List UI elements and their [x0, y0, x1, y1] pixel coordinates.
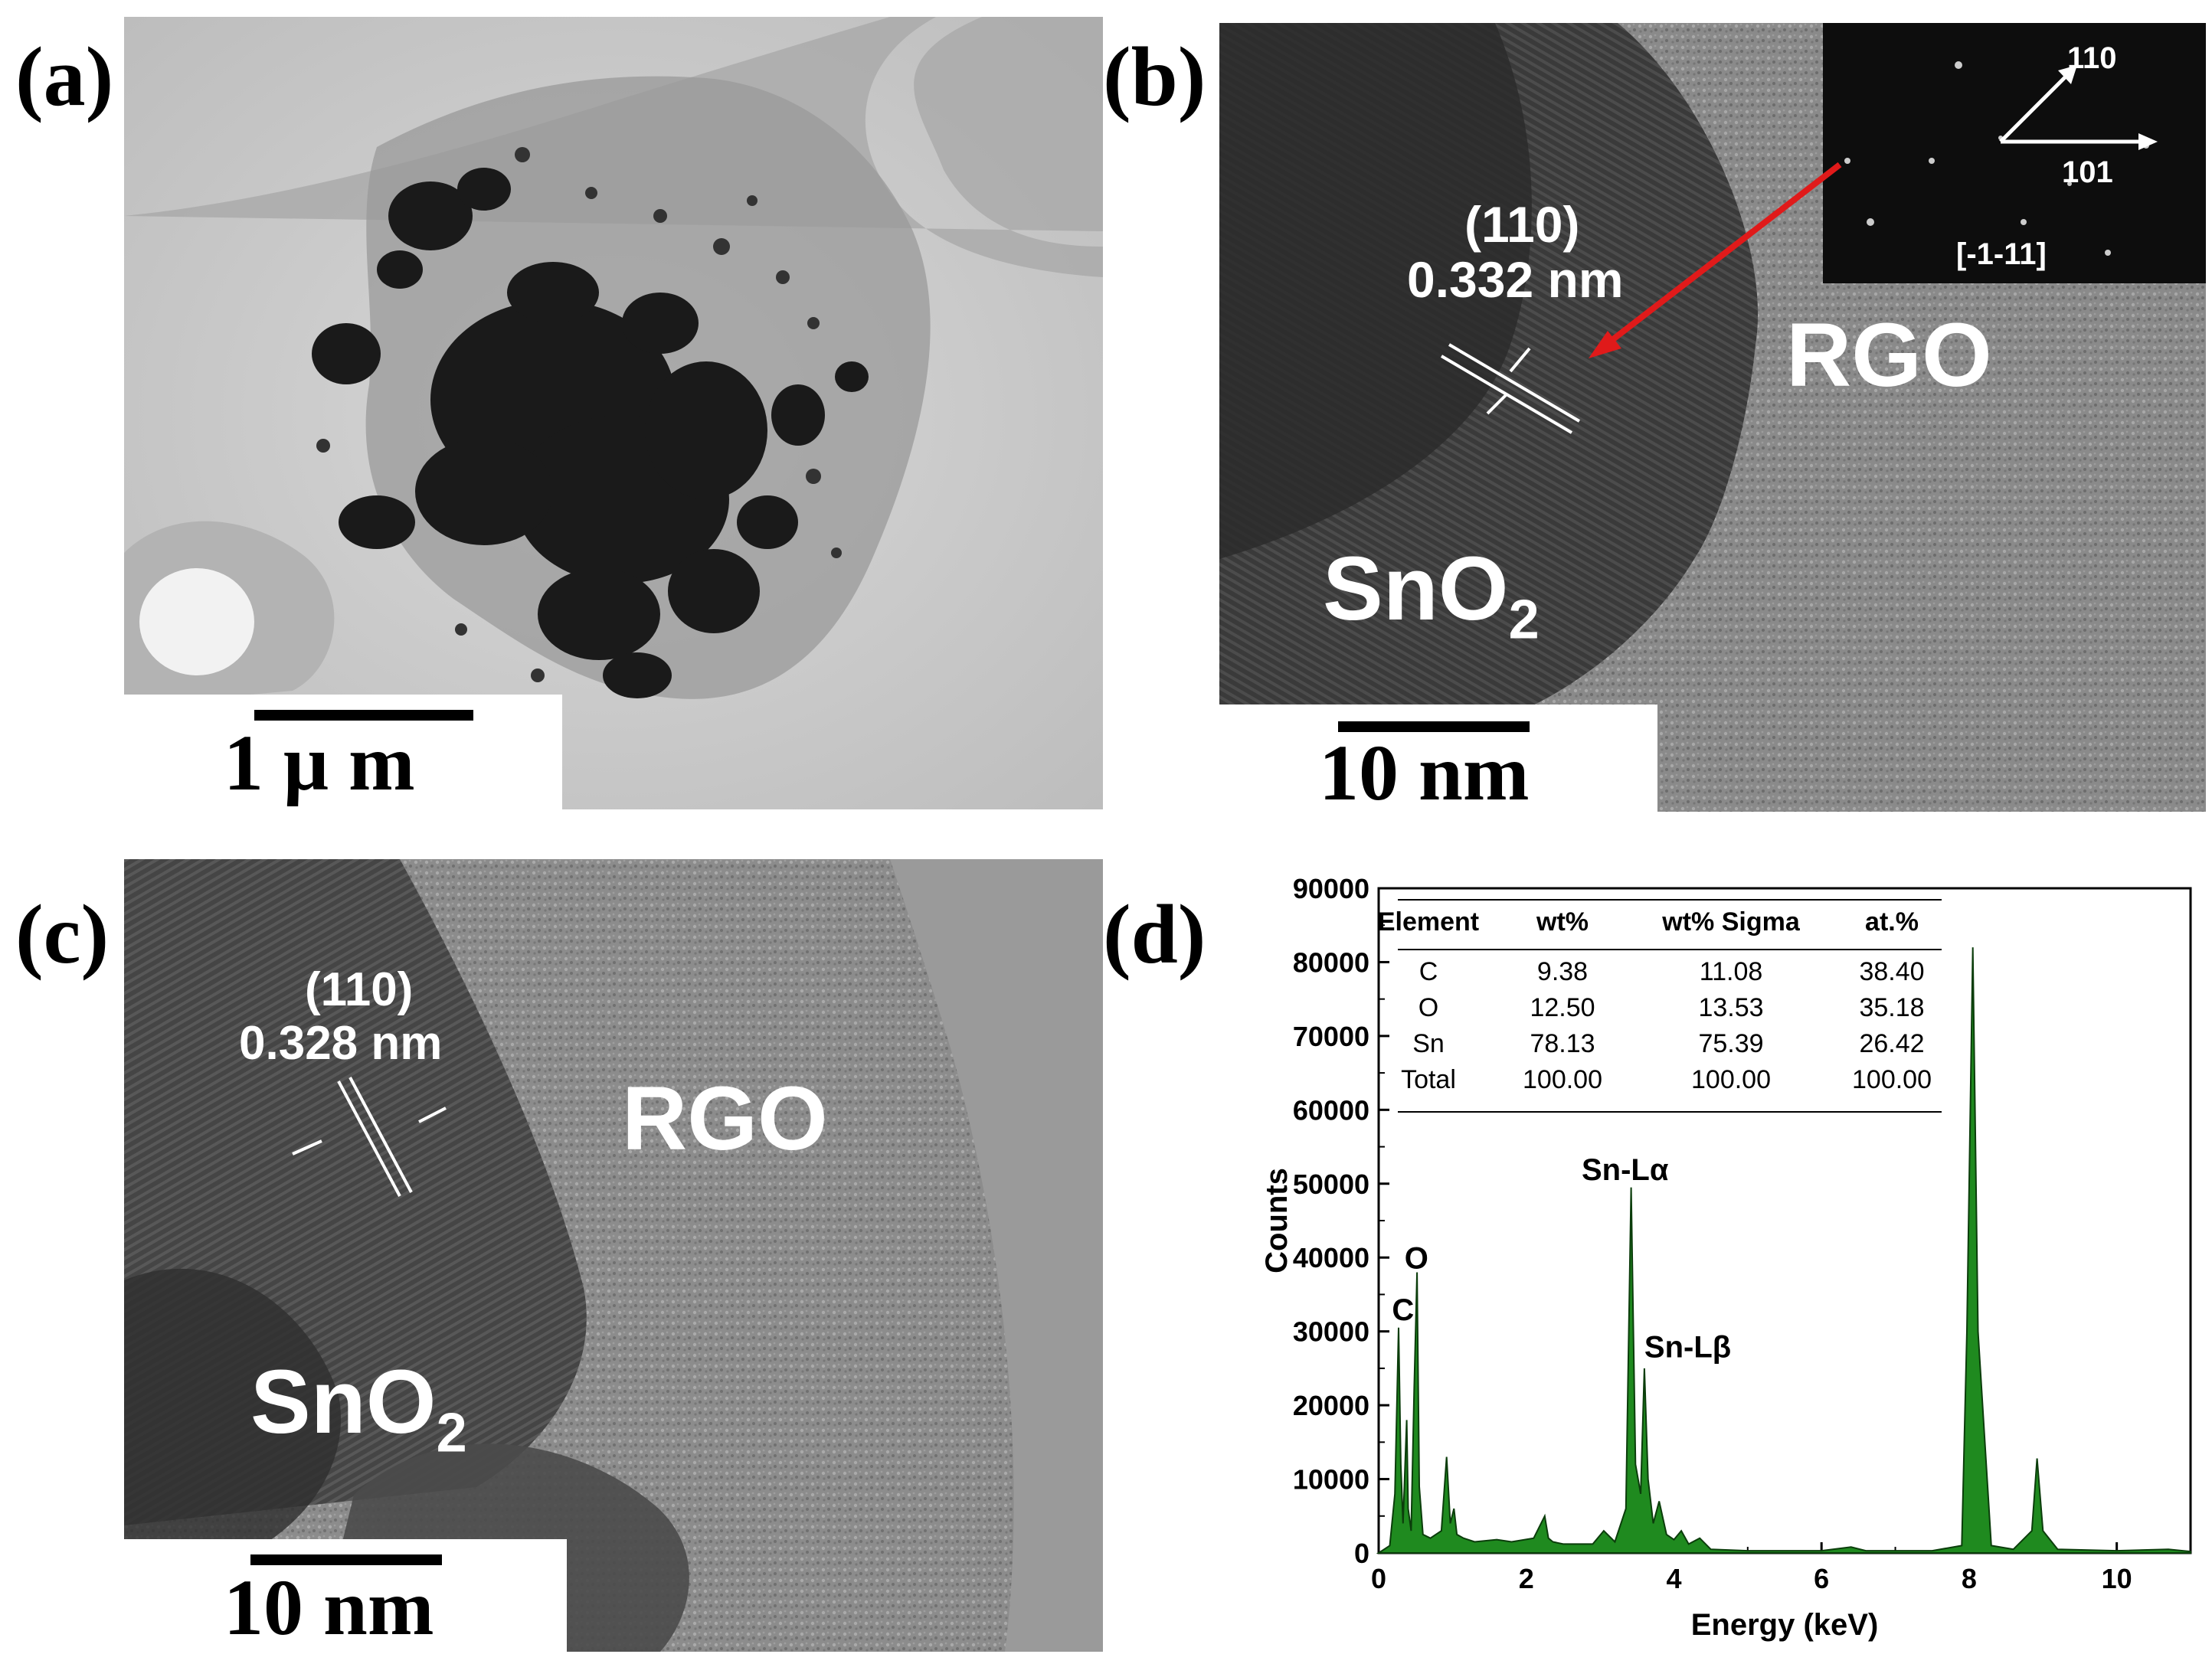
panel-label-d: (d)	[1103, 888, 1206, 981]
table-cell: Sn	[1412, 1029, 1445, 1058]
y-tick-label: 70000	[1293, 1021, 1369, 1052]
fft-label-110: 110	[2067, 41, 2117, 75]
tem-image-a-art	[124, 17, 1103, 809]
lattice-marker-c	[292, 1077, 447, 1197]
peak-label: O	[1405, 1242, 1428, 1276]
scale-bar-box-c: 10 nm	[124, 1539, 567, 1652]
plane-label-b: (110)	[1464, 196, 1580, 253]
eds-spectrum-chart: 0 10000 20000 30000 40000 50000 60000 70000 8000…	[1260, 873, 2192, 1642]
hrtem-image-c-art	[124, 859, 1103, 1652]
scale-bar-a	[254, 710, 473, 721]
sno2-label-c: SnO2	[250, 1352, 467, 1464]
rgo-label-c: RGO	[622, 1068, 828, 1169]
spectrum-area	[1376, 947, 2191, 1554]
panel-label-c: (c)	[15, 888, 110, 981]
table-header: wt%	[1536, 907, 1589, 937]
hrtem-image-c: (110) 0.328 nm RGO SnO2 10 nm	[124, 859, 1103, 1652]
x-tick-label: 2	[1519, 1563, 1534, 1594]
y-tick-label: 40000	[1293, 1242, 1369, 1273]
scale-bar-c	[250, 1554, 442, 1565]
x-axis-label: Energy (keV)	[1691, 1608, 1879, 1642]
table-cell: 38.40	[1859, 957, 1924, 986]
fft-zone-axis: [-1-11]	[1956, 237, 2047, 271]
scale-bar-box-a: 1 μ m	[124, 695, 562, 809]
scale-label-b: 10 nm	[1319, 729, 1530, 812]
y-tick-label: 90000	[1293, 873, 1369, 904]
red-arrow	[1604, 162, 1842, 348]
scale-label-a: 1 μ m	[224, 719, 415, 807]
tem-image-a: 1 μ m	[124, 17, 1103, 809]
dspacing-label-b: 0.332 nm	[1407, 251, 1624, 308]
x-tick-label: 10	[2102, 1563, 2132, 1594]
table-cell: O	[1418, 993, 1438, 1022]
table-cell: 35.18	[1859, 993, 1924, 1022]
table-cell: 100.00	[1691, 1065, 1771, 1094]
peak-label: C	[1392, 1293, 1414, 1327]
table-cell: 78.13	[1530, 1029, 1595, 1058]
table-cell: 100.00	[1523, 1065, 1602, 1094]
x-tick-label: 6	[1814, 1563, 1829, 1594]
table-cell: 9.38	[1537, 957, 1588, 986]
table-header: wt% Sigma	[1661, 907, 1801, 937]
sno2-label-b: SnO2	[1323, 538, 1540, 651]
scale-label-c: 10 nm	[224, 1564, 434, 1652]
y-tick-label: 10000	[1293, 1464, 1369, 1496]
y-tick-label: 30000	[1293, 1316, 1369, 1348]
x-tick-label: 4	[1666, 1563, 1681, 1594]
plot-frame	[1377, 887, 2192, 1554]
y-tick-label: 80000	[1293, 946, 1369, 978]
scale-bar-box-b: 10 nm	[1219, 704, 1657, 812]
hrtem-image-b-art	[1219, 23, 2206, 812]
y-axis-label: Counts	[1260, 1168, 1294, 1273]
x-tick-label: 0	[1371, 1563, 1386, 1594]
panel-label-a: (a)	[15, 30, 114, 123]
dspacing-label-c: 0.328 nm	[239, 1017, 443, 1070]
x-tick-label: 8	[1962, 1563, 1977, 1594]
fft-inset	[1823, 23, 2206, 283]
fft-label-101: 101	[2062, 155, 2113, 189]
rgo-label-b: RGO	[1786, 305, 1992, 406]
panel-label-b: (b)	[1103, 30, 1206, 123]
table-cell: Total	[1401, 1065, 1456, 1094]
table-cell: 26.42	[1859, 1029, 1924, 1058]
y-tick-label: 60000	[1293, 1094, 1369, 1126]
table-cell: 12.50	[1530, 993, 1595, 1022]
lattice-marker-b	[1440, 343, 1581, 434]
y-tick-label: 0	[1354, 1538, 1369, 1569]
plane-label-c: (110)	[305, 963, 414, 1016]
table-header: Element	[1378, 907, 1479, 937]
y-tick-label: 50000	[1293, 1169, 1369, 1200]
table-cell: 11.08	[1700, 957, 1763, 986]
table-header: at.%	[1865, 907, 1919, 937]
y-tick-label: 20000	[1293, 1390, 1369, 1421]
table-cell: C	[1419, 957, 1438, 986]
scale-bar-b	[1338, 721, 1530, 732]
table-cell: 75.39	[1698, 1029, 1763, 1058]
hrtem-image-b: 110 101 [-1-11] (110) 0.332 nm RGO SnO2 …	[1219, 23, 2206, 812]
table-cell: 100.00	[1852, 1065, 1932, 1094]
composition-table: Element wt% wt% Sigma at.% C 9.38 11.08 38.40 O 1…	[1378, 899, 1942, 1113]
table-cell: 13.53	[1698, 993, 1763, 1022]
peak-label: Sn-Lα	[1582, 1153, 1669, 1187]
peak-label: Sn-Lβ	[1644, 1330, 1731, 1364]
